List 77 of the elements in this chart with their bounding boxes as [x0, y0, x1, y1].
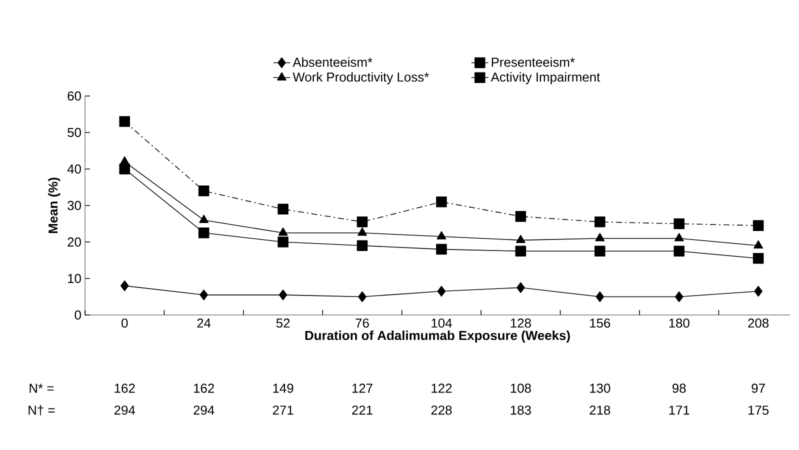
point: [674, 218, 684, 230]
y-tick-label: 40: [67, 164, 81, 174]
point: [358, 291, 366, 302]
text: 171: [669, 406, 690, 415]
legend-label: Presenteeism*: [492, 57, 575, 67]
legend-label: Activity Impairment: [490, 72, 600, 84]
x-tick-label: 208: [748, 318, 769, 328]
text: N* =: [30, 384, 54, 393]
point: [594, 246, 606, 256]
point: [119, 164, 130, 174]
x-tick-label: 156: [590, 318, 610, 328]
text: 98: [672, 384, 686, 393]
point: [436, 196, 447, 208]
text: 162: [114, 384, 135, 393]
text: 97: [752, 384, 765, 393]
text: N† =: [28, 405, 55, 416]
point: [200, 290, 208, 300]
point: [752, 220, 764, 231]
x-tick-label: 180: [669, 318, 690, 328]
text: 149: [273, 384, 294, 393]
text: 221: [352, 406, 372, 415]
x-tick-label: 104: [432, 318, 452, 328]
x-tick-label: 76: [356, 318, 369, 328]
point: [120, 280, 129, 292]
y-tick-label: 0: [74, 310, 81, 320]
y-tick-label: 20: [68, 237, 81, 247]
point: [198, 227, 210, 238]
point: [594, 216, 606, 228]
text: 108: [510, 384, 531, 393]
point: [436, 231, 446, 240]
x-tick-label: 52: [276, 318, 290, 328]
text: 218: [590, 406, 610, 415]
point: [119, 116, 130, 127]
legend-label: Work Productivity Loss*: [292, 72, 429, 84]
point: [278, 290, 288, 300]
point: [752, 253, 764, 264]
point: [198, 186, 210, 196]
y-tick-label: 60: [68, 91, 81, 101]
point: [199, 214, 209, 223]
text: 228: [431, 406, 452, 415]
point: [674, 291, 684, 302]
point: [356, 240, 368, 252]
text: 183: [510, 406, 531, 415]
y-axis-title: Mean (%): [48, 178, 60, 234]
y-tick-label: 30: [68, 200, 81, 210]
point: [437, 286, 446, 297]
point: [278, 227, 288, 236]
point: [515, 246, 526, 256]
text: 127: [352, 384, 372, 393]
point: [516, 234, 526, 244]
text: 162: [194, 384, 214, 393]
point: [596, 291, 604, 302]
y-tick-label: 10: [68, 274, 81, 284]
y-tick-label: 50: [68, 128, 81, 138]
point: [674, 232, 684, 242]
point: [358, 227, 367, 236]
point: [754, 286, 762, 297]
text: 175: [748, 406, 769, 415]
point: [515, 211, 526, 222]
point: [595, 232, 605, 242]
x-tick-label: 24: [197, 318, 211, 328]
point: [436, 244, 447, 255]
point: [278, 204, 288, 215]
point: [674, 246, 684, 256]
x-tick-label: 128: [510, 318, 531, 328]
text: 130: [590, 384, 610, 393]
x-tick-label: 0: [122, 318, 128, 328]
text: 271: [272, 406, 294, 415]
point: [754, 240, 764, 249]
legend-label: Absenteeism*: [292, 57, 372, 67]
text: 294: [114, 406, 136, 415]
text: 294: [194, 406, 214, 415]
point: [356, 216, 368, 228]
point: [516, 282, 525, 293]
x-axis-title: Duration of Adalimumab Exposure (Weeks): [305, 330, 570, 343]
point: [278, 236, 288, 248]
text: 122: [432, 384, 452, 393]
